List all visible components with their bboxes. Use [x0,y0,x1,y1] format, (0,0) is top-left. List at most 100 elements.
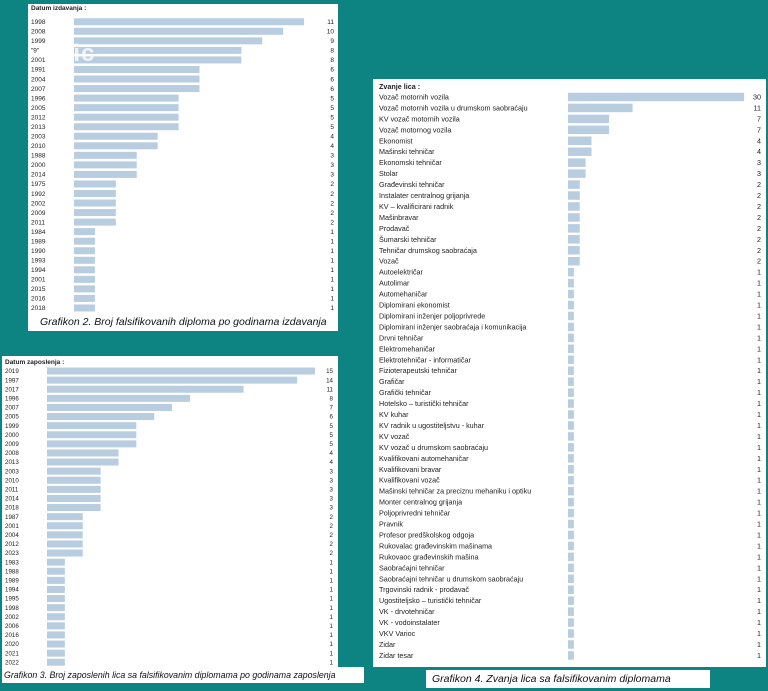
bar [47,476,101,484]
category-label: Mašinski tehničar [379,147,435,156]
bar [568,289,574,299]
bar [47,458,119,466]
value-label: 1 [330,286,334,293]
bar [568,421,574,430]
value-label: 1 [757,640,761,649]
bar [568,103,633,113]
bar [47,658,65,666]
bar [568,410,574,419]
value-label: 5 [330,432,334,439]
value-label: 3 [330,162,334,169]
category-label: 2018 [5,505,19,512]
bar [568,311,574,321]
category-label: Vozač motornih vozila u drumskom saobrać… [379,103,528,112]
bar [568,388,574,397]
value-label: 1 [757,476,761,485]
value-label: 2 [330,514,334,521]
bar [47,631,65,639]
value-label: 3 [330,153,334,160]
bar [74,161,137,169]
category-label: 2018 [31,305,46,312]
bar [74,113,179,121]
value-label: 2 [757,202,761,211]
category-label: 2019 [5,368,19,375]
category-label: Diplomirani inženjer saobraćaja i komuni… [379,322,526,331]
category-label: 2014 [5,496,19,503]
category-label: Ugostiteljsko – turistički tehničar [379,596,482,605]
category-label: 2010 [5,477,19,484]
bar [74,189,116,197]
bar [568,640,574,649]
bar [47,540,83,548]
category-label: 2008 [5,450,19,457]
value-label: 1 [757,301,761,310]
value-label: 1 [330,296,334,303]
category-label: KV vozač [379,432,410,441]
value-label: 3 [330,487,334,494]
value-label: 1 [757,618,761,627]
bar [568,169,586,178]
value-label: 2 [757,246,761,255]
bar [568,158,586,167]
value-label: 11 [327,386,334,393]
bar [47,485,101,493]
bar [47,558,65,566]
bar [47,431,137,439]
category-label: Ekonomist [379,136,413,145]
bar [568,180,580,189]
bar [74,37,263,45]
bar [74,304,95,312]
bar [47,449,119,457]
category-label: 2004 [31,76,46,83]
value-label: 1 [757,443,761,452]
bar [568,355,574,365]
bar [568,519,574,529]
bar [568,278,574,288]
category-label: 1999 [5,423,19,430]
bar [47,531,83,539]
value-label: 2 [757,191,761,200]
bar [74,142,158,150]
value-label: 3 [330,496,334,503]
value-label: 1 [757,574,761,583]
bar [568,235,580,244]
chart-panel-issue-year: Datum izdavanja :1998 11 2008 10 1999 9 "9" 8 20… [28,4,338,315]
category-label: Grafičar [379,377,405,386]
value-label: 2 [330,532,334,539]
bar [568,465,574,474]
bar [47,413,155,421]
value-label: 5 [330,441,334,448]
value-label: 1 [757,651,761,660]
caption-bg-employment-year [2,667,364,683]
category-label: 2014 [31,172,46,179]
category-label: 1998 [31,19,46,26]
category-label: 2003 [31,134,46,141]
value-label: 2 [757,213,761,222]
category-label: Vozač motornih vozila [379,92,449,101]
category-label: 1987 [5,514,19,521]
category-label: 1998 [5,605,19,612]
bar [568,618,574,627]
value-label: 1 [757,355,761,364]
bar [568,574,574,584]
bar [74,94,179,102]
bar [47,367,316,375]
category-label: 2007 [31,86,46,93]
value-label: 1 [757,388,761,397]
category-label: 1988 [5,568,19,575]
value-label: 11 [327,19,334,26]
category-label: Drvni tehničar [379,333,424,342]
category-label: 2012 [5,541,19,548]
category-label: VK - vodoinstalater [379,618,440,627]
bar [47,585,65,593]
category-label: Diplomirani inženjer poljoprivrede [379,311,485,320]
bar [47,513,83,521]
value-label: 1 [757,311,761,320]
value-label: 1 [757,432,761,441]
category-label: Mašinbravar [379,213,419,222]
watermark-logo: blic [50,40,96,67]
category-label: 2013 [31,124,46,131]
category-label: Diplomirani ekonomist [379,301,450,310]
